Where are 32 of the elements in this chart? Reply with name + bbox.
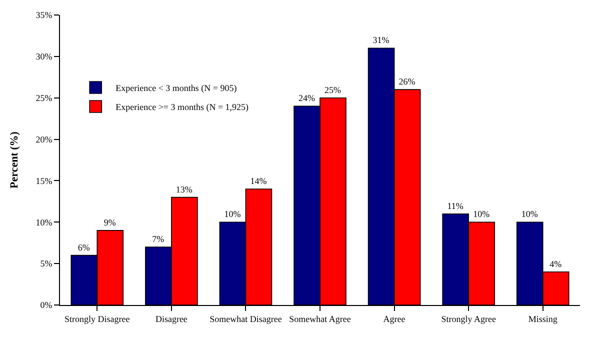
data-label: 10% — [521, 209, 538, 220]
x-tick-label: Agree — [383, 314, 406, 324]
y-tick-label: 35% — [36, 10, 53, 20]
data-label: 26% — [398, 76, 416, 87]
x-tick-label: Missing — [528, 314, 558, 324]
y-tick-label: 20% — [36, 134, 53, 144]
data-label: 4% — [550, 258, 562, 269]
data-label: 6% — [78, 242, 90, 252]
data-label: 7% — [152, 234, 165, 244]
x-tick-label: Somewhat Disagree — [210, 314, 282, 324]
y-tick-label: 0% — [40, 300, 53, 310]
legend-label: Experience < 3 months (N = 905) — [116, 83, 237, 94]
y-tick-label: 30% — [36, 52, 53, 62]
data-label: 10% — [473, 209, 490, 220]
x-tick-label: Strongly Disagree — [64, 314, 130, 324]
data-label: 10% — [224, 209, 242, 220]
x-tick-label: Somewhat Agree — [289, 314, 351, 324]
legend-label: Experience >= 3 months (N = 1,925) — [116, 102, 249, 112]
y-axis-title: Percent (%) — [8, 131, 20, 188]
data-label: 14% — [250, 176, 268, 186]
x-tick-label: Strongly Agree — [441, 314, 496, 324]
y-tick-label: 15% — [36, 176, 53, 186]
data-label: 25% — [324, 84, 342, 95]
data-label: 31% — [372, 35, 390, 46]
y-tick-label: 25% — [36, 93, 53, 104]
data-label: 13% — [176, 184, 193, 194]
x-tick-label: Disagree — [155, 314, 188, 324]
data-label: 24% — [298, 93, 316, 104]
y-tick-label: 5% — [40, 258, 53, 269]
y-tick-label: 10% — [36, 217, 53, 228]
data-label: 11% — [447, 200, 464, 211]
data-label: 9% — [104, 217, 116, 228]
